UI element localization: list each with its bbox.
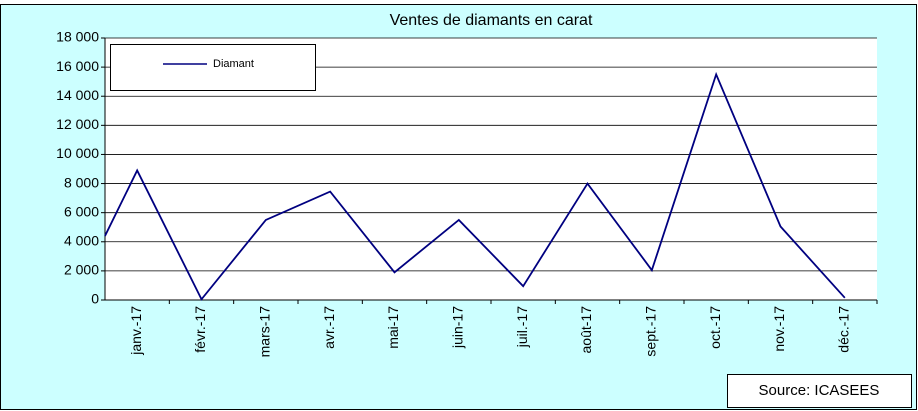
y-tick-label: 6 000 bbox=[64, 203, 99, 219]
x-tick-label: mars-17 bbox=[257, 306, 273, 358]
legend-box bbox=[110, 44, 316, 91]
source: Source: ICASEES bbox=[759, 382, 880, 399]
x-tick-label: avr.-17 bbox=[321, 306, 337, 349]
y-tick-label: 18 000 bbox=[56, 29, 99, 45]
x-tick-label: mai-17 bbox=[385, 306, 401, 349]
y-tick-label: 4 000 bbox=[64, 232, 99, 248]
chart-title: Ventes de diamants en carat bbox=[390, 12, 593, 29]
y-tick-label: 12 000 bbox=[56, 116, 99, 132]
source-box bbox=[727, 374, 912, 408]
legend-label: Diamant bbox=[213, 58, 254, 70]
x-tick-label: oct.-17 bbox=[707, 306, 723, 349]
y-tick-label: 2 000 bbox=[64, 262, 99, 278]
x-tick-label: août-17 bbox=[578, 306, 594, 354]
y-tick-label: 16 000 bbox=[56, 58, 99, 74]
x-tick-label: juil.-17 bbox=[514, 306, 530, 348]
series-line bbox=[104, 71, 846, 301]
x-tick-label: déc.-17 bbox=[836, 306, 852, 353]
y-tick-label: 8 000 bbox=[64, 174, 99, 190]
x-tick-label: janv.-17 bbox=[128, 306, 144, 356]
y-tick-label: 10 000 bbox=[56, 145, 99, 161]
y-tick-label: 0 bbox=[91, 291, 99, 307]
x-tick-label: juin-17 bbox=[450, 306, 466, 349]
y-tick-label: 14 000 bbox=[56, 87, 99, 103]
x-tick-label: nov.-17 bbox=[771, 306, 787, 352]
x-tick-label: févr.-17 bbox=[192, 306, 208, 353]
x-tick-label: sept.-17 bbox=[643, 306, 659, 357]
